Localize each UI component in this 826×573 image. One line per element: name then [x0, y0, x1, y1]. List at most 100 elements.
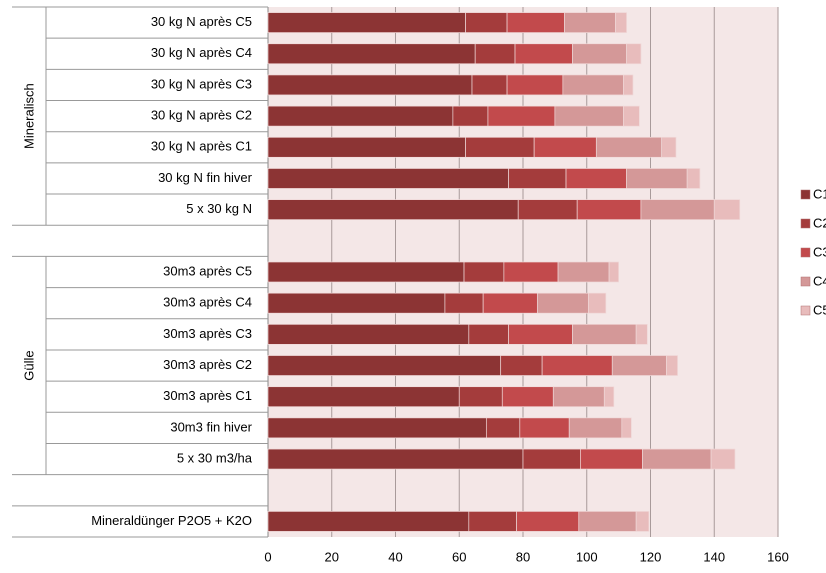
bar-segment: [267, 136, 466, 158]
bar-segment: [576, 199, 642, 220]
bar-segment: [517, 199, 578, 220]
bar-segment: [626, 168, 688, 189]
bar-segment: [267, 292, 446, 314]
y-tick-label: 30 kg N fin hiver: [158, 170, 253, 185]
y-tick-label: 5 x 30 m3/ha: [177, 450, 253, 465]
bar-segment: [595, 136, 663, 158]
bar-segment: [564, 12, 616, 33]
bar-segment: [686, 168, 701, 189]
x-tick-label: 40: [388, 549, 402, 564]
bar-segment: [463, 261, 505, 283]
bar-segment: [508, 168, 567, 189]
y-tick-label: 30 kg N après C5: [151, 14, 252, 29]
x-tick-label: 80: [516, 549, 530, 564]
bar-segment: [267, 324, 470, 345]
bar-segment: [522, 448, 581, 470]
bar-segment: [267, 43, 476, 65]
legend-label: C2: [813, 215, 826, 230]
bar-segment: [468, 511, 517, 532]
x-tick-label: 120: [640, 549, 662, 564]
legend-swatch: [800, 305, 811, 316]
legend-swatch: [800, 218, 811, 229]
bar-segment: [267, 355, 502, 376]
bar-segment: [572, 324, 637, 345]
x-tick-label: 60: [452, 549, 466, 564]
bar-segment: [468, 324, 510, 345]
bar-segment: [465, 136, 535, 158]
bar-segment: [465, 12, 508, 33]
bar-segment: [603, 386, 615, 408]
bar-segment: [635, 511, 650, 532]
bar-segment: [554, 105, 624, 127]
bar-segment: [536, 292, 589, 314]
bar-segment: [608, 261, 619, 283]
x-tick-label: 20: [325, 549, 339, 564]
bar-segment: [533, 136, 597, 158]
bar-segment: [713, 199, 741, 220]
legend-swatch: [800, 247, 811, 258]
bar-segment: [621, 417, 632, 439]
bar-segment: [640, 199, 715, 220]
y-tick-label: 30m3 après C1: [163, 388, 252, 403]
bar-segment: [508, 324, 573, 345]
bar-segment: [514, 43, 573, 65]
bar-segment: [578, 511, 637, 532]
y-tick-label: 30 kg N après C4: [151, 45, 252, 60]
group-label: Gülle: [21, 350, 36, 380]
y-tick-label: 30 kg N après C1: [151, 139, 252, 154]
bar-segment: [611, 355, 667, 376]
bar-segment: [500, 355, 543, 376]
bar-segment: [562, 74, 624, 96]
y-tick-label: 30m3 fin hiver: [170, 419, 252, 434]
bar-segment: [267, 386, 460, 408]
bar-segment: [267, 12, 466, 33]
bar-segment: [516, 511, 580, 532]
bar-segment: [661, 136, 677, 158]
x-tick-label: 140: [703, 549, 725, 564]
bar-segment: [267, 199, 519, 220]
bar-segment: [471, 74, 508, 96]
bar-segment: [267, 448, 524, 470]
bar-segment: [642, 448, 712, 470]
bar-segment: [635, 324, 648, 345]
bar-segment: [710, 448, 736, 470]
bar-segment: [666, 355, 678, 376]
bar-segment: [503, 261, 559, 283]
y-tick-label: 30m3 après C3: [163, 326, 252, 341]
group-label: Mineralisch: [21, 83, 36, 149]
legend-swatch: [800, 276, 811, 287]
bar-segment: [267, 74, 473, 96]
y-tick-label: 30m3 après C5: [163, 263, 252, 278]
bar-segment: [267, 261, 465, 283]
bar-segment: [458, 386, 503, 408]
legend-swatch: [800, 189, 811, 200]
bar-segment: [485, 417, 521, 439]
bar-segment: [267, 168, 510, 189]
bar-segment: [623, 105, 640, 127]
bar-segment: [626, 43, 642, 65]
bar-segment: [572, 43, 627, 65]
x-tick-label: 160: [767, 549, 789, 564]
bar-segment: [557, 261, 610, 283]
legend-label: C4: [813, 273, 826, 288]
bar-segment: [623, 74, 634, 96]
bar-segment: [506, 74, 564, 96]
bar-segment: [267, 511, 470, 532]
bar-segment: [568, 417, 623, 439]
bar-segment: [615, 12, 627, 33]
bar-segment: [580, 448, 643, 470]
bar-segment: [267, 417, 487, 439]
legend-label: C5: [813, 302, 826, 317]
bar-segment: [267, 105, 454, 127]
bar-segment: [501, 386, 554, 408]
y-tick-label: 5 x 30 kg N: [186, 201, 252, 216]
x-tick-label: 100: [576, 549, 598, 564]
bar-segment: [565, 168, 627, 189]
bar-segment: [552, 386, 605, 408]
bar-segment: [506, 12, 565, 33]
y-tick-label: 30m3 après C2: [163, 357, 252, 372]
bar-segment: [519, 417, 570, 439]
bar-segment: [541, 355, 613, 376]
legend-label: C1: [813, 186, 826, 201]
